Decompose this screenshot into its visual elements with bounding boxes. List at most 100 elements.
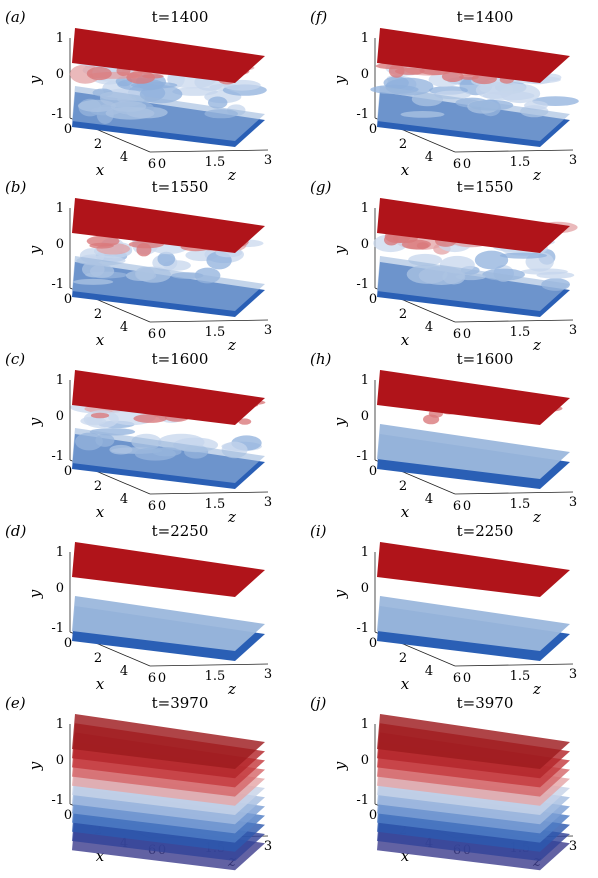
panel-title: t=1600 — [457, 350, 514, 368]
isosurface-sheet — [377, 714, 570, 769]
y-tick-label: -1 — [51, 449, 64, 464]
x-tick-label: 6 — [148, 671, 156, 686]
y-tick-label: -1 — [356, 107, 369, 122]
z-tick-label: 1.5 — [205, 155, 226, 170]
y-tick-label: 1 — [361, 201, 369, 216]
panel-label: (e) — [5, 694, 26, 712]
lower-isosurface — [377, 86, 570, 141]
y-tick-label: 1 — [361, 31, 369, 46]
panel-label: (h) — [310, 350, 332, 368]
z-tick-label: 0 — [158, 157, 166, 172]
isosurface-fragment — [89, 242, 114, 249]
x-tick-label: 0 — [369, 636, 377, 651]
z-tick-label: 3 — [264, 667, 272, 682]
x-tick-label: 6 — [453, 327, 461, 342]
x-tick-label: 4 — [425, 320, 433, 335]
z-tick-label: 0 — [463, 157, 471, 172]
isosurface-fragment — [416, 242, 429, 250]
z-axis-line — [454, 319, 574, 323]
upper-isosurface — [377, 198, 570, 253]
z-tick-label: 3 — [264, 839, 272, 854]
x-tick-label: 2 — [399, 137, 407, 152]
y-axis-label: y — [331, 589, 349, 599]
z-tick-label: 3 — [569, 495, 577, 510]
x-tick-label: 0 — [64, 464, 72, 479]
z-tick-label: 3 — [264, 323, 272, 338]
isosurface-fragment — [136, 243, 152, 257]
y-axis-label: y — [331, 417, 349, 427]
z-tick-label: 1.5 — [205, 497, 226, 512]
panel-label: (i) — [310, 522, 327, 540]
z-axis-label: z — [227, 680, 236, 698]
y-tick-label: 0 — [56, 67, 64, 82]
x-tick-label: 2 — [94, 479, 102, 494]
y-axis-label: y — [26, 589, 44, 599]
x-axis-label: x — [96, 331, 105, 349]
panel-title: t=1400 — [457, 8, 514, 26]
y-tick-label: 0 — [361, 67, 369, 82]
z-axis-line — [149, 491, 269, 495]
x-tick-label: 0 — [369, 292, 377, 307]
x-axis-label: x — [401, 331, 410, 349]
z-tick-label: 0 — [158, 327, 166, 342]
upper-isosurface — [377, 28, 570, 83]
panel-title: t=1400 — [152, 8, 209, 26]
z-axis-label: z — [227, 336, 236, 354]
y-tick-label: 0 — [56, 753, 64, 768]
lower-isosurface — [72, 86, 265, 141]
x-tick-label: 4 — [425, 492, 433, 507]
isosurface-fragment — [133, 414, 167, 423]
isosurface-fragment — [142, 74, 164, 79]
panel-label: (c) — [5, 350, 25, 368]
x-tick-label: 6 — [148, 499, 156, 514]
y-tick-label: 0 — [56, 409, 64, 424]
z-axis-label: z — [532, 166, 541, 184]
y-tick-label: -1 — [51, 621, 64, 636]
z-tick-label: 0 — [158, 671, 166, 686]
z-axis-label: z — [532, 336, 541, 354]
upper-isosurface — [377, 370, 570, 425]
z-tick-label: 3 — [569, 839, 577, 854]
upper-isosurface — [377, 542, 570, 597]
z-tick-label: 0 — [463, 499, 471, 514]
y-axis-label: y — [26, 417, 44, 427]
x-tick-label: 2 — [399, 651, 407, 666]
isosurface-fragment — [238, 418, 252, 425]
x-tick-label: 4 — [425, 150, 433, 165]
x-tick-label: 4 — [120, 320, 128, 335]
y-tick-label: -1 — [356, 621, 369, 636]
x-tick-label: 2 — [94, 137, 102, 152]
lower-isosurface — [72, 428, 265, 483]
y-axis-label: y — [26, 761, 44, 771]
y-tick-label: 0 — [361, 753, 369, 768]
panel-title: t=2250 — [457, 522, 514, 540]
z-tick-label: 0 — [158, 499, 166, 514]
panel-label: (b) — [5, 178, 26, 196]
y-tick-label: 0 — [56, 237, 64, 252]
panel-label: (f) — [310, 8, 327, 26]
y-tick-label: -1 — [51, 793, 64, 808]
lower-isosurface — [72, 596, 265, 651]
panel-label: (d) — [5, 522, 26, 540]
panel-title: t=1550 — [457, 178, 514, 196]
z-tick-label: 3 — [569, 667, 577, 682]
isosurface-fragment — [208, 96, 228, 109]
x-axis-label: x — [401, 503, 410, 521]
isosurface-fragment — [499, 252, 547, 259]
y-tick-label: -1 — [356, 277, 369, 292]
isosurface-fragment — [90, 412, 110, 419]
x-tick-label: 0 — [369, 464, 377, 479]
z-axis-line — [149, 319, 269, 323]
x-tick-label: 0 — [64, 808, 72, 823]
z-tick-label: 1.5 — [510, 155, 531, 170]
x-tick-label: 2 — [399, 479, 407, 494]
panel-label: (j) — [310, 694, 327, 712]
